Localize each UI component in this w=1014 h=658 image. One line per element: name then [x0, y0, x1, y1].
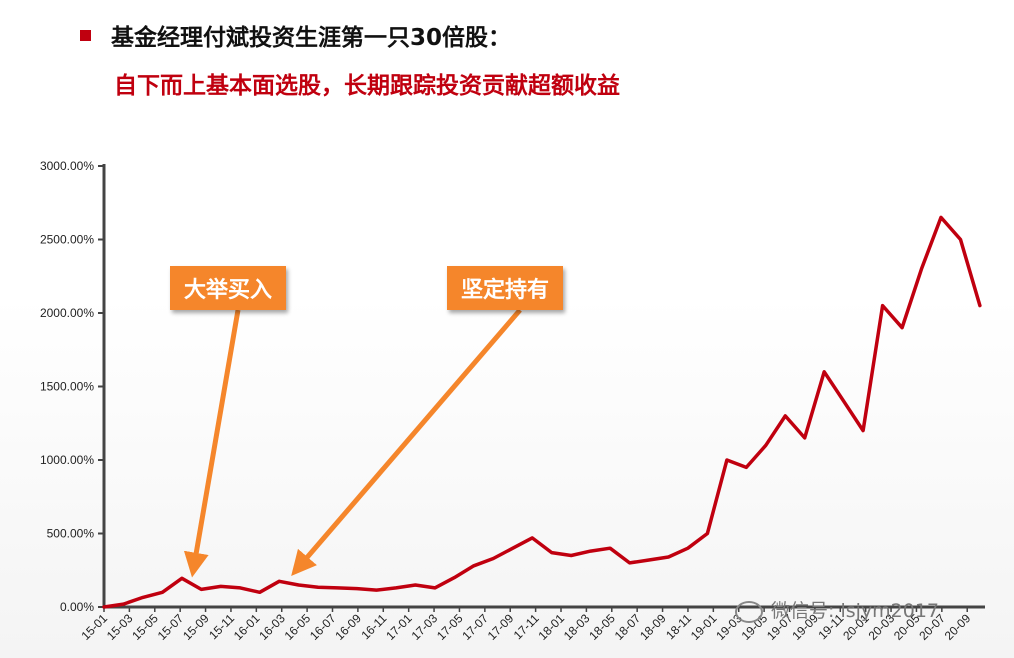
x-tick-label: 16-11: [358, 611, 389, 642]
x-tick-label: 18-05: [586, 611, 618, 643]
y-tick-label: 2000.00%: [40, 306, 94, 320]
x-tick-label: 17-11: [511, 611, 542, 642]
x-tick-label: 15-05: [129, 611, 161, 643]
y-tick-label: 0.00%: [60, 600, 94, 614]
callout-arrow: [183, 309, 241, 578]
y-tick-label: 3000.00%: [40, 159, 94, 173]
x-tick-label: 18-01: [536, 611, 568, 643]
x-tick-label: 17-07: [459, 611, 491, 643]
x-tick-label: 15-11: [206, 611, 237, 642]
wechat-icon: [735, 600, 763, 623]
x-tick-label: 18-07: [612, 611, 644, 643]
page-title: 基金经理付斌投资生涯第一只30倍股：: [80, 18, 511, 52]
y-tick-label: 500.00%: [47, 527, 95, 541]
x-tick-label: 17-03: [409, 611, 441, 643]
x-tick-label: 15-01: [79, 611, 111, 643]
y-tick-label: 1000.00%: [40, 453, 94, 467]
title-text: 基金经理付斌投资生涯第一只30倍股：: [111, 25, 512, 51]
x-tick-label: 16-07: [307, 611, 339, 643]
x-tick-label: 15-07: [155, 611, 187, 643]
callout-buy: 大举买入: [170, 266, 287, 310]
x-tick-label: 17-05: [434, 611, 466, 643]
x-tick-label: 16-01: [231, 611, 263, 643]
x-tick-label: 17-09: [485, 611, 517, 643]
x-tick-label: 18-03: [561, 611, 593, 643]
x-tick-label: 16-05: [282, 611, 314, 643]
watermark: 微信号: lsjym2017: [735, 596, 939, 623]
page-subtitle: 自下而上基本面选股，长期跟踪投资贡献超额收益: [114, 73, 620, 99]
callout-hold: 坚定持有: [447, 266, 564, 310]
series-line: [102, 215, 982, 609]
x-tick-label: 18-11: [663, 611, 694, 642]
bullet-square-icon: [80, 30, 91, 41]
x-tick-label: 15-03: [104, 611, 136, 643]
x-tick-label: 16-09: [332, 611, 364, 643]
x-tick-label: 17-01: [383, 611, 415, 643]
y-tick-label: 1500.00%: [40, 380, 94, 394]
x-tick-label: 20-09: [942, 611, 974, 643]
x-tick-label: 15-09: [180, 611, 212, 643]
x-tick-label: 16-03: [256, 611, 288, 643]
x-tick-label: 18-09: [637, 611, 669, 643]
y-tick-label: 2500.00%: [40, 233, 94, 247]
watermark-text: 微信号: lsjym2017: [771, 600, 940, 622]
x-tick-label: 19-01: [688, 611, 720, 643]
callout-arrow: [291, 308, 522, 576]
